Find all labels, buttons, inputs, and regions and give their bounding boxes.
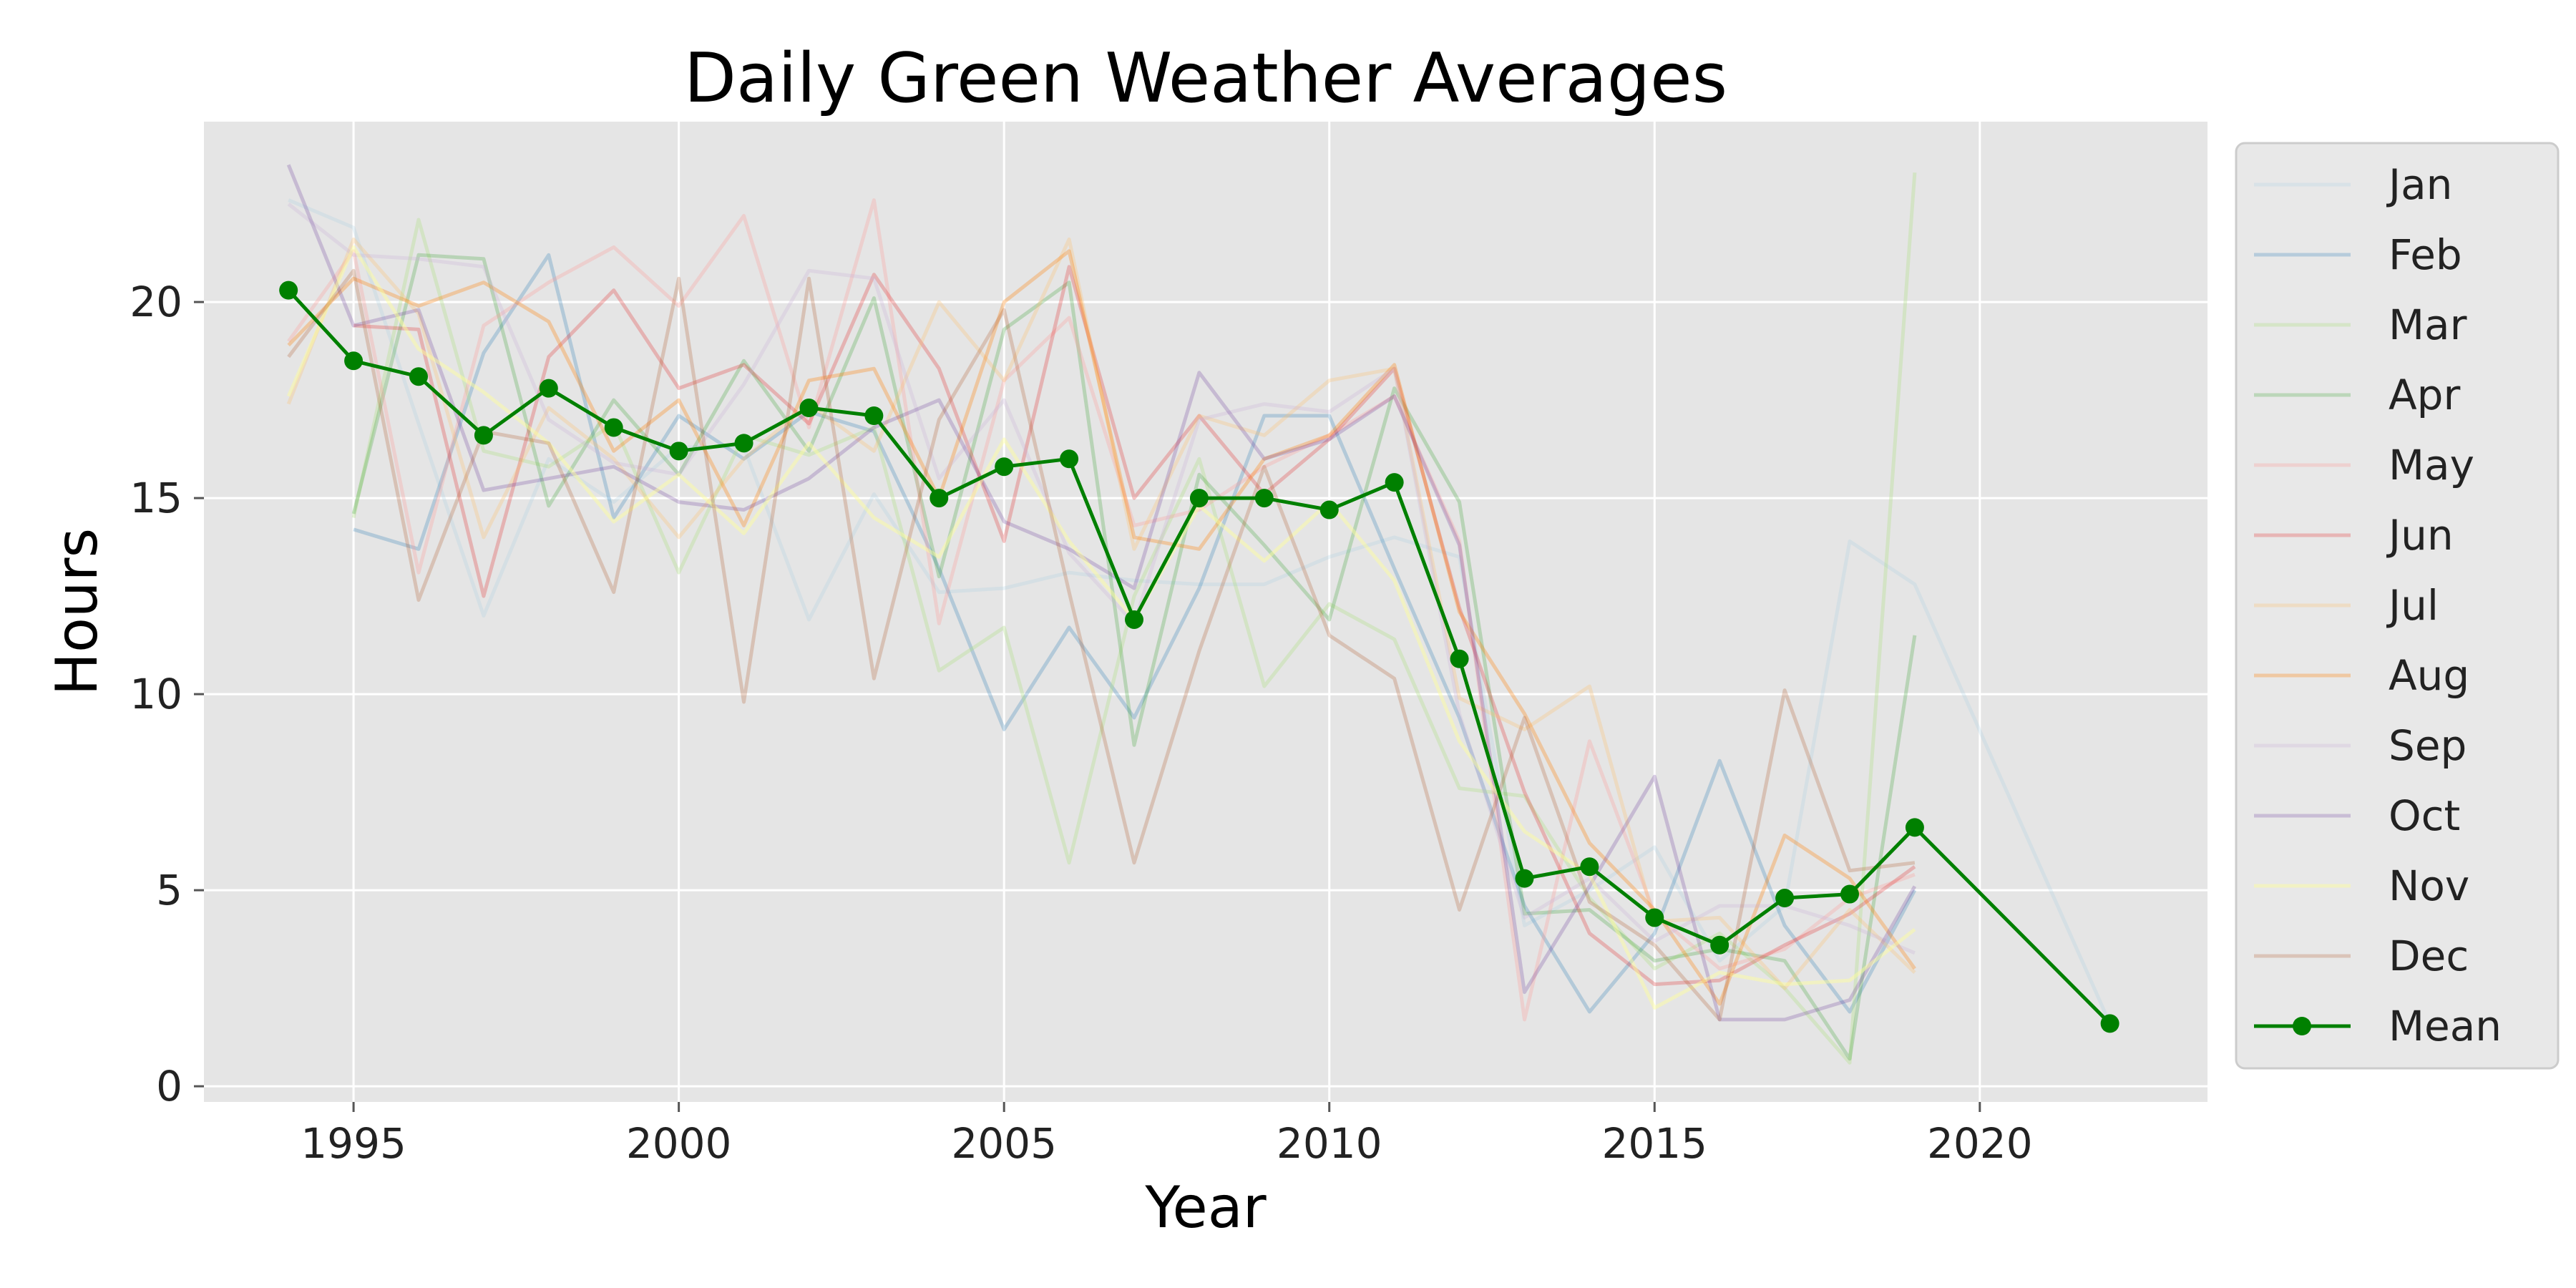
series-line-jan [288,198,2112,1025]
legend-label-feb: Feb [2389,230,2462,279]
legend-label-mean: Mean [2389,1002,2502,1050]
x-axis: 1995 2000 2005 2010 2015 2020 [301,1102,2033,1168]
legend-label-jan: Jan [2386,160,2452,209]
mean-point [344,351,364,371]
legend-label-jul: Jul [2386,581,2439,630]
y-tick-label: 10 [130,670,182,718]
legend-label-jun: Jun [2386,511,2454,560]
mean-point [1319,500,1339,519]
mean-point [2100,1014,2119,1033]
y-tick-label: 0 [156,1062,182,1111]
mean-point [1125,610,1143,629]
mean-point [474,426,493,445]
mean-point [1189,489,1209,508]
legend-label-nov: Nov [2389,862,2469,910]
mean-point [1450,649,1469,668]
series-line-may [287,198,1916,1022]
y-tick-label: 15 [130,474,182,522]
series-line-feb [353,253,1917,1014]
series-line-jul [286,237,1916,990]
plot-background [204,122,2207,1102]
chart-title: Daily Green Weather Averages [684,39,1727,118]
mean-point [279,280,298,300]
x-tick-label: 2005 [951,1119,1057,1168]
mean-point [1060,449,1079,469]
x-tick-label: 2020 [1927,1119,2033,1168]
x-tick-label: 2015 [1601,1119,1707,1168]
series-line-jun [353,265,1916,987]
y-axis: 0 5 10 15 20 [130,278,204,1111]
mean-point [1385,473,1404,492]
y-tick-label: 20 [130,278,182,326]
mean-point [1710,935,1729,955]
x-axis-label: Year [1144,1174,1266,1241]
x-tick-label: 2010 [1277,1119,1382,1168]
legend-label-oct: Oct [2389,791,2460,840]
legend: Jan Feb Mar Apr May Jun Jul Aug Sep Oct Nov Dec Mean [2235,142,2560,1070]
mean-point [864,406,884,425]
mean-point [1254,489,1274,508]
mean-point [930,489,949,508]
x-tick-label: 2000 [626,1119,732,1168]
mean-markers [279,280,2119,1033]
mean-point [1905,818,1924,837]
series-line-sep [287,203,1916,955]
legend-label-dec: Dec [2389,932,2469,980]
mean-point [604,418,623,437]
y-axis-label: Hours [44,528,110,696]
legend-label-sep: Sep [2389,721,2467,770]
mean-point [1645,908,1664,927]
mean-point [1840,884,1859,904]
legend-label-aug: Aug [2389,651,2469,700]
series-line-aug [287,249,1916,1006]
series-lines [286,164,2112,1065]
legend-label-apr: Apr [2389,371,2460,419]
mean-point [539,379,558,398]
mean-point [669,441,688,461]
mean-point [799,399,819,418]
series-line-apr [351,253,1917,1061]
legend-box [2235,142,2560,1070]
mean-point [1580,857,1599,877]
x-tick-label: 1995 [301,1119,406,1168]
series-line-dec [287,268,1916,1022]
legend-label-mar: Mar [2389,301,2467,349]
mean-point [734,434,753,453]
series-line-nov [286,245,1916,1010]
mean-point [995,457,1014,477]
legend-items: Jan Feb Mar Apr May Jun Jul Aug Sep Oct Nov Dec Mean [2254,160,2502,1050]
series-line-oct [286,164,1917,1022]
mean-point [409,367,428,386]
legend-marker-mean [2293,1017,2311,1035]
legend-label-may: May [2389,441,2474,489]
mean-point [1515,869,1534,888]
mean-point [1775,889,1795,908]
y-tick-label: 5 [156,866,182,914]
